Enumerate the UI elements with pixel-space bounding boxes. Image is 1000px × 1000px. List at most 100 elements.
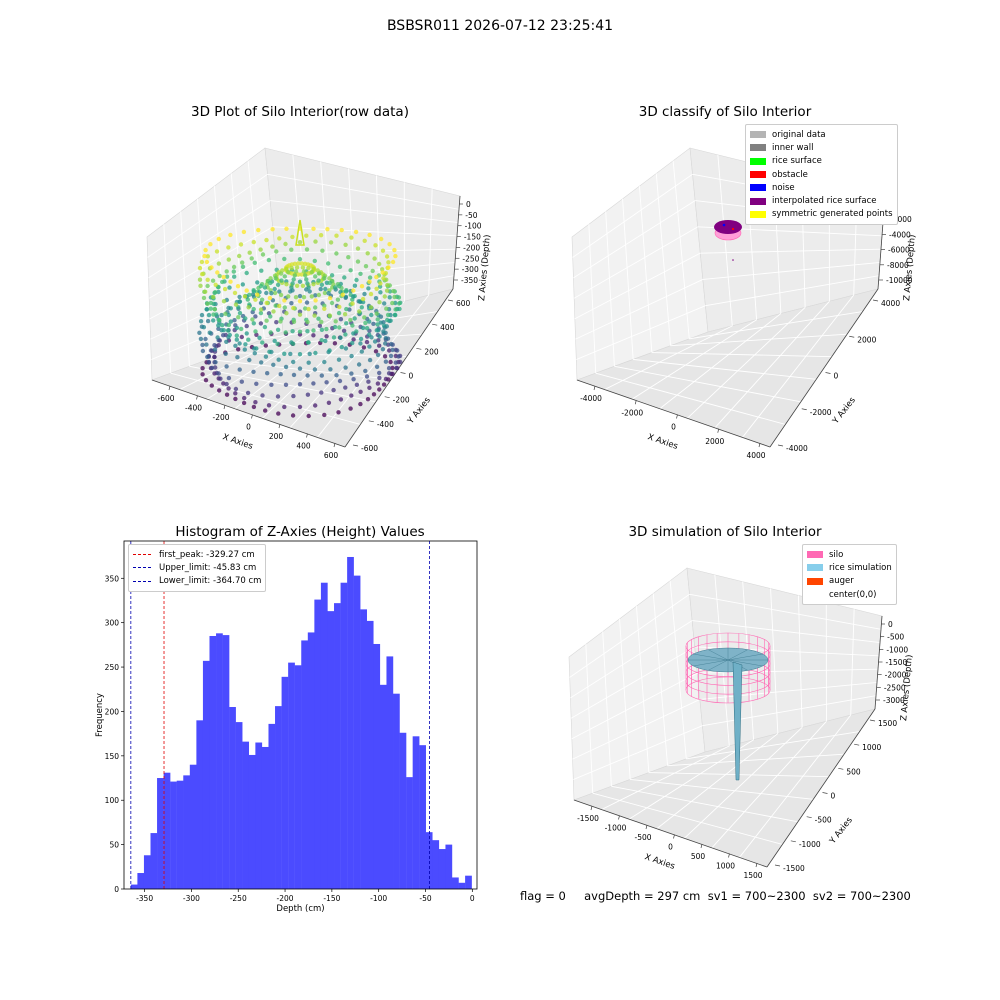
p2-grid — [705, 275, 880, 307]
p1-point — [233, 343, 238, 348]
p1-point — [259, 297, 265, 302]
p1-point — [221, 333, 226, 338]
panel3-title: Histogram of Z-Axies (Height) Values — [175, 524, 425, 540]
p1-point — [329, 273, 335, 278]
p4-z-tick-label: -1000 — [886, 645, 908, 654]
p1-point — [313, 350, 318, 356]
p1-point — [259, 268, 264, 273]
figure-title: BSBSR011 2026-07-12 23:25:41 — [386, 18, 614, 34]
p4-y-tick-label: -1500 — [783, 864, 805, 873]
p1-point — [223, 311, 228, 316]
hist-bar — [340, 582, 348, 889]
p1-point — [262, 324, 268, 330]
p1-point — [289, 265, 294, 271]
hist-bar — [288, 662, 295, 889]
p1-point — [341, 328, 347, 333]
p1-point — [197, 265, 203, 271]
p1-grid — [277, 261, 456, 280]
p1-point — [382, 354, 388, 359]
p1-point — [340, 292, 345, 297]
p1-y-tick — [368, 420, 374, 423]
p1-grid — [151, 305, 281, 360]
p1-point — [365, 251, 370, 256]
p1-point — [396, 354, 401, 359]
p1-point — [382, 301, 387, 306]
p1-point — [312, 313, 317, 318]
p1-point — [264, 318, 269, 323]
hist-bar — [373, 643, 381, 889]
p1-point — [306, 413, 311, 419]
legend-item: original data — [750, 128, 893, 141]
p1-point — [217, 388, 222, 393]
p1-point — [222, 286, 228, 292]
p1-point — [220, 279, 225, 285]
p1-point — [352, 316, 357, 321]
p1-point — [221, 299, 227, 304]
p1-point — [276, 357, 281, 362]
p1-point — [213, 290, 218, 295]
p1-point — [366, 286, 371, 291]
p1-point — [385, 282, 390, 288]
p1-point — [275, 341, 280, 347]
p1-point — [249, 256, 254, 261]
p4-grid — [683, 727, 803, 839]
p1-point — [355, 246, 361, 251]
p4-grid — [699, 681, 878, 700]
p4-x-tick — [673, 834, 675, 839]
p1-grid — [180, 211, 190, 367]
p1-point — [319, 390, 324, 395]
p4-x-tick-label: 1500 — [743, 871, 762, 880]
p1-point — [316, 292, 322, 298]
p1-point — [197, 330, 202, 335]
p1-point — [227, 332, 232, 338]
p1-point — [286, 294, 291, 299]
p1-point — [225, 328, 231, 333]
p1-point — [313, 274, 318, 279]
p1-point — [352, 283, 358, 288]
p1-point — [200, 372, 205, 377]
p2-grid — [622, 198, 634, 360]
p1-point — [386, 260, 391, 265]
p1-point — [246, 337, 251, 342]
p1-point — [253, 314, 258, 319]
p1-point — [388, 318, 393, 323]
p1-point — [351, 377, 356, 382]
p1-point — [221, 328, 226, 333]
panel2-title: 3D classify of Silo Interior — [638, 104, 812, 120]
p4-rice-mesh — [693, 659, 729, 667]
p1-point — [311, 381, 316, 386]
hist-bar — [189, 764, 197, 889]
p1-point — [257, 335, 262, 340]
legend-label: interpolated rice surface — [772, 196, 877, 207]
p1-z-axis — [452, 195, 461, 290]
p1-point — [334, 251, 339, 256]
p1-point — [259, 360, 264, 365]
p1-point — [279, 278, 284, 283]
legend-item: first_peak: -329.27 cm — [133, 548, 261, 561]
legend-swatch — [807, 591, 823, 598]
p1-point — [312, 258, 317, 264]
p1-point — [372, 256, 377, 261]
p1-point — [313, 305, 318, 310]
panel4-title: 3D simulation of Silo Interior — [628, 524, 822, 540]
p4-grid — [702, 695, 877, 727]
p1-point — [305, 340, 311, 345]
legend-swatch — [750, 210, 766, 218]
p1-point — [307, 289, 312, 294]
p2-grid — [614, 365, 801, 403]
p1-point — [233, 396, 238, 402]
legend-swatch — [750, 197, 766, 205]
p1-y-tick-label: -400 — [377, 420, 394, 429]
p1-point — [389, 341, 394, 347]
p1-point — [311, 328, 316, 333]
p1-z-tick-label: -50 — [465, 211, 477, 220]
p1-point — [343, 346, 349, 351]
p1-point — [282, 351, 287, 356]
p1-point — [211, 294, 216, 300]
p1-point — [232, 274, 237, 279]
p1-point — [212, 343, 217, 348]
hist-y-tick-label: 0 — [114, 885, 119, 894]
p1-point — [211, 312, 216, 317]
hist-bar — [202, 660, 210, 889]
p1-point — [278, 319, 283, 324]
